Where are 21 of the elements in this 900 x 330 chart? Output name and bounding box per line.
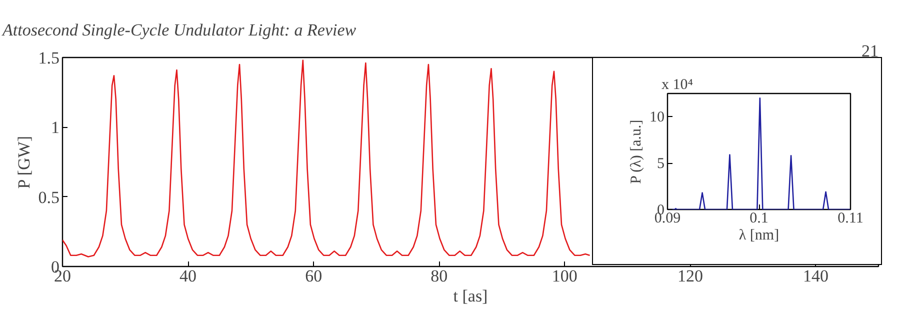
- x-tick-label: 0.11: [838, 210, 864, 226]
- text: Attosecond Single-Cycle Undulator Light: a Review: [2, 20, 357, 40]
- x-tick-label: 140: [802, 266, 828, 286]
- x-tick-label: 80: [430, 266, 448, 286]
- y-tick-label: 5: [657, 156, 664, 172]
- x-tick-label: 60: [305, 266, 322, 286]
- y-tick-label: 1: [51, 118, 60, 138]
- x-tick-label: 100: [552, 266, 578, 286]
- y-axis-title: P [GW]: [14, 136, 34, 189]
- annotation: x 10⁴: [662, 77, 693, 93]
- line-series: [62, 60, 590, 258]
- y-tick-label: 1.5: [38, 48, 60, 68]
- y-axis-title: P (λ) [a.u.]: [628, 120, 644, 184]
- annotation: 21: [862, 42, 878, 60]
- x-axis-title: λ [nm]: [738, 228, 780, 244]
- x-axis-title: t [as]: [453, 286, 488, 306]
- x-tick-label: 0.1: [750, 210, 768, 226]
- y-tick-label: 0.5: [38, 188, 60, 207]
- x-tick-label: 40: [180, 266, 197, 286]
- x-tick-label: 120: [677, 266, 703, 286]
- y-tick-label: 10: [650, 110, 664, 126]
